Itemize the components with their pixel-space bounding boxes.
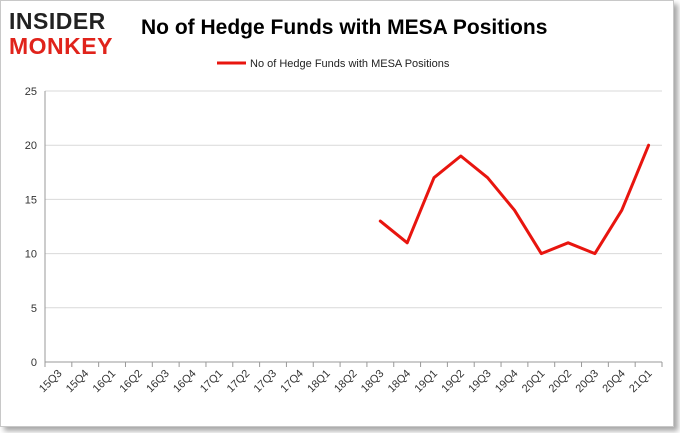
insider-monkey-logo: INSIDER MONKEY: [9, 10, 129, 58]
x-tick-label-19Q1: 19Q1: [413, 368, 441, 396]
x-tick-label-19Q3: 19Q3: [466, 368, 494, 396]
chart-frame: INSIDER MONKEY No of Hedge Funds with ME…: [0, 0, 674, 427]
x-tick-label-17Q4: 17Q4: [278, 368, 306, 396]
x-tick-label-20Q2: 20Q2: [547, 368, 575, 396]
x-tick-label-16Q3: 16Q3: [144, 368, 172, 396]
y-tick-label-20: 20: [25, 140, 37, 152]
legend: No of Hedge Funds with MESA Positions: [217, 58, 450, 70]
x-tick-label-18Q2: 18Q2: [332, 368, 360, 396]
x-tick-label-21Q1: 21Q1: [627, 368, 655, 396]
logo-line-1: INSIDER: [9, 8, 106, 34]
x-tick-label-20Q3: 20Q3: [574, 368, 602, 396]
x-tick-label-15Q3: 15Q3: [37, 368, 65, 396]
grid-lines: [45, 90, 662, 309]
x-tick-label-18Q4: 18Q4: [386, 368, 414, 396]
y-tick-label-10: 10: [25, 249, 37, 261]
axes: [44, 91, 663, 367]
y-tick-label-25: 25: [25, 86, 37, 98]
x-tick-label-15Q4: 15Q4: [64, 368, 92, 396]
x-tick-label-18Q1: 18Q1: [305, 368, 333, 396]
x-tick-label-19Q2: 19Q2: [439, 368, 467, 396]
x-tick-label-20Q1: 20Q1: [520, 368, 548, 396]
legend-label: No of Hedge Funds with MESA Positions: [250, 58, 450, 70]
x-tick-label-16Q1: 16Q1: [91, 368, 119, 396]
y-tick-labels: 0 5 10 15 20 25: [25, 86, 37, 369]
x-tick-label-18Q3: 18Q3: [359, 368, 387, 396]
x-tick-labels: 15Q3 15Q4 16Q1 16Q2 16Q3 16Q4 17Q1 17Q2 17Q3 17Q4…: [37, 368, 655, 396]
logo-line-2: MONKEY: [9, 33, 113, 59]
series-line-0: [378, 143, 651, 256]
y-tick-label-15: 15: [25, 194, 37, 206]
x-tick-label-17Q1: 17Q1: [198, 368, 226, 396]
y-tick-label-0: 0: [31, 357, 37, 369]
x-tick-label-17Q2: 17Q2: [225, 368, 253, 396]
x-tick-label-16Q2: 16Q2: [117, 368, 145, 396]
chart-title: No of Hedge Funds with MESA Positions: [141, 16, 548, 39]
x-tick-label-17Q3: 17Q3: [252, 368, 280, 396]
x-tick-label-20Q4: 20Q4: [600, 368, 628, 396]
series-lines: [378, 143, 651, 256]
y-tick-label-5: 5: [31, 303, 37, 315]
x-tick-label-19Q4: 19Q4: [493, 368, 521, 396]
x-tick-label-16Q4: 16Q4: [171, 368, 199, 396]
